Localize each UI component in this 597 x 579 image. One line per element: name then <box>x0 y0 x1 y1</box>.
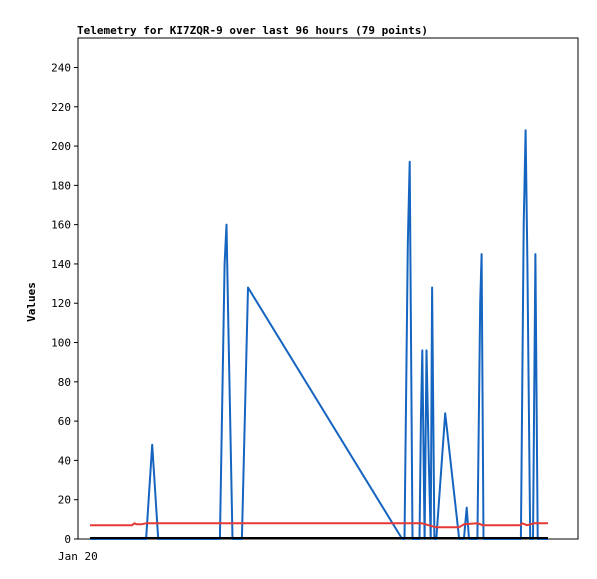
y-tick-label: 180 <box>51 179 71 192</box>
y-tick-label: 200 <box>51 140 71 153</box>
x-tick-label: Jan 20 <box>58 550 98 563</box>
y-tick-label: 240 <box>51 61 71 74</box>
y-tick-label: 100 <box>51 337 71 350</box>
series-layer <box>90 129 548 540</box>
y-tick-label: 80 <box>58 376 71 389</box>
y-axis-title: Values <box>25 282 38 322</box>
y-axis: 0 20 40 60 80 100 120 140 160 180 200 220 240 <box>51 61 78 546</box>
y-tick-label: 160 <box>51 219 71 232</box>
y-tick-label: 120 <box>51 297 71 310</box>
chart-title: Telemetry for KI7ZQR-9 over last 96 hour… <box>77 24 428 37</box>
series-line-2 <box>90 522 548 529</box>
y-tick-label: 40 <box>58 454 71 467</box>
y-tick-label: 60 <box>58 415 71 428</box>
y-tick-label: 220 <box>51 101 71 114</box>
y-tick-label: 140 <box>51 258 71 271</box>
series-line-1 <box>90 129 548 540</box>
y-tick-label: 20 <box>58 494 71 507</box>
plot-area <box>77 37 579 540</box>
y-tick-label: 0 <box>64 533 71 546</box>
